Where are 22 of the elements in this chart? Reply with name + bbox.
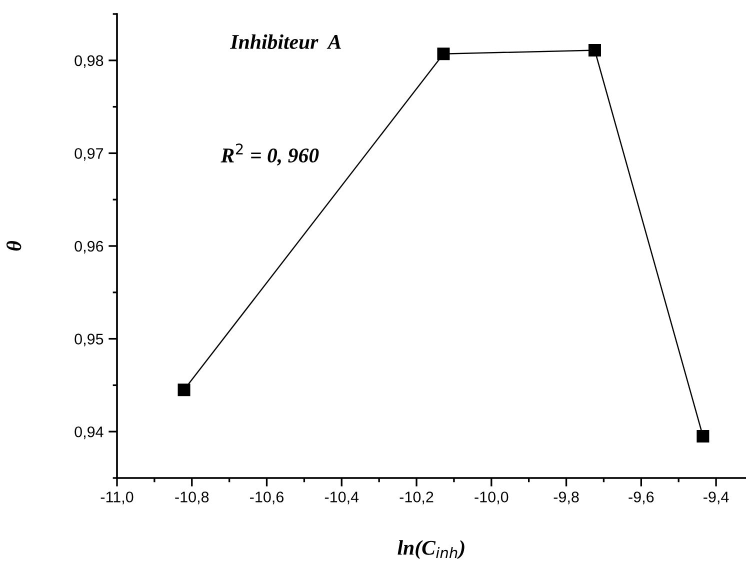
y-tick-label: 0,94: [74, 426, 104, 440]
y-tick-label: 0,97: [74, 148, 104, 161]
x-tick-label: -10,2: [400, 492, 434, 504]
x-tick-label: -10,6: [250, 492, 284, 504]
point: [588, 44, 601, 56]
y-tick-label: 0,98: [74, 55, 104, 68]
y-tick-label: 0,95: [74, 334, 104, 346]
y-axis-title: θ: [6, 240, 22, 251]
annotation: Inhibiteur A: [230, 34, 341, 50]
annotation: R$^{2}$ = 0, 960: [220, 144, 319, 166]
x-axis-title: ln(C$_{inh}$): [398, 540, 464, 560]
point: [178, 384, 190, 396]
y-tick-label: 0,96: [74, 240, 104, 254]
x-tick-label: -10,0: [474, 492, 508, 504]
x-tick-label: -9,8: [554, 492, 579, 504]
x-tick-label: -9,6: [628, 492, 654, 504]
x-tick-label: -10,4: [324, 492, 359, 504]
x-tick-label: -9,4: [704, 492, 729, 504]
x-tick-label: -10,8: [175, 492, 209, 504]
point: [696, 430, 710, 442]
x-tick-label: -11,0: [100, 492, 134, 504]
point: [437, 48, 450, 60]
